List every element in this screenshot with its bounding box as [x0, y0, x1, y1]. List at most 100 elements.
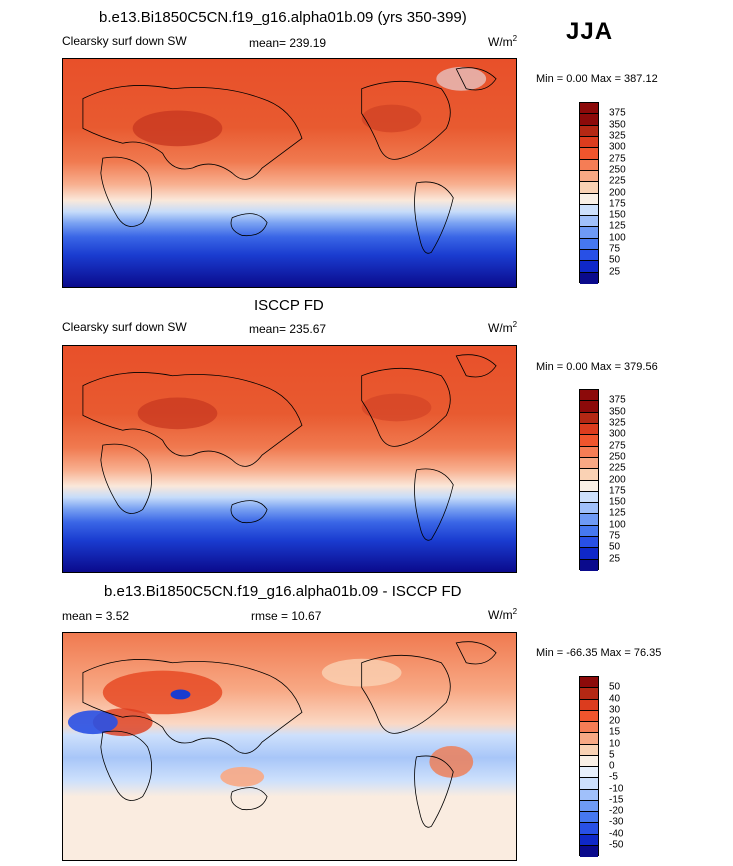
- colorbar-swatch: [580, 193, 598, 205]
- colorbar-tick-label: 150: [609, 209, 626, 221]
- panel-title: ISCCP FD: [254, 297, 324, 314]
- colorbar-tick-label: 25: [609, 266, 621, 278]
- colorbar-swatch: [580, 491, 598, 504]
- colorbar-swatch: [580, 812, 598, 824]
- panel-title: b.e13.Bi1850C5CN.f19_g16.alpha01b.09 (yr…: [99, 9, 467, 26]
- coastlines: [82, 354, 497, 541]
- colorbar-tick-label: 50: [609, 681, 621, 693]
- coastlines: [82, 67, 497, 254]
- colorbar-tick-label: -50: [609, 839, 624, 851]
- colorbar-swatch: [580, 103, 598, 115]
- field-background: [63, 59, 516, 287]
- colorbar-tick-label: -40: [609, 828, 624, 839]
- colorbar-tick-label: 325: [609, 130, 626, 142]
- colorbar-swatch: [580, 537, 598, 549]
- colorbar-swatch: [580, 412, 598, 424]
- peak-region: [137, 397, 218, 430]
- colorbar-swatch: [580, 114, 598, 126]
- colorbar-swatch: [580, 699, 598, 711]
- units-label: W/m2: [488, 34, 518, 49]
- colorbar-swatch: [580, 227, 598, 239]
- peak-region: [361, 104, 422, 133]
- colorbar-tick-label: 275: [609, 440, 626, 452]
- colorbar-swatch: [580, 125, 598, 137]
- colorbar-tick-label: 300: [609, 141, 626, 153]
- colorbar-swatch: [580, 480, 598, 492]
- colorbar-tick-label: 225: [609, 462, 626, 474]
- colorbar-tick-label: 250: [609, 451, 626, 463]
- colorbar-swatch: [580, 250, 598, 262]
- difference-map: [62, 632, 517, 861]
- colorbar-swatch: [580, 204, 598, 217]
- colorbar-tick-label: 250: [609, 164, 626, 176]
- colorbar-swatch: [580, 261, 598, 273]
- observation-map: [62, 345, 517, 573]
- colorbar-tick-label: 50: [609, 541, 621, 553]
- anomaly-negative: [67, 710, 118, 735]
- peak-region: [361, 393, 432, 422]
- colorbar-tick-label: 350: [609, 406, 626, 418]
- colorbar-tick-label: 30: [609, 704, 621, 716]
- anomaly-positive: [220, 766, 265, 787]
- colorbar-tick-label: 375: [609, 394, 626, 406]
- coastlines: [82, 641, 497, 828]
- minmax-label: Min = 0.00 Max = 379.56: [536, 361, 658, 373]
- colorbar-swatch: [580, 136, 598, 149]
- colorbar-tick-label: -15: [609, 794, 624, 806]
- season-label: JJA: [566, 18, 614, 45]
- colorbar-tick-label: 325: [609, 417, 626, 429]
- mean-label: mean= 239.19: [249, 36, 327, 50]
- colorbar-tick-label: 50: [609, 254, 621, 266]
- colorbar-swatch: [580, 272, 598, 284]
- colorbar-swatch: [580, 435, 598, 447]
- colorbar-tick-label: 175: [609, 198, 626, 210]
- mean-label: mean= 235.67: [249, 322, 327, 336]
- colorbar-swatch: [580, 238, 598, 251]
- colorbar: [579, 676, 599, 857]
- rmse-label: rmse = 10.67: [251, 609, 322, 623]
- colorbar: [579, 102, 599, 284]
- colorbar-swatch: [580, 525, 598, 538]
- colorbar-swatch: [580, 800, 598, 812]
- colorbar-tick-label: 20: [609, 715, 621, 727]
- colorbar-tick-label: -5: [609, 771, 618, 783]
- colorbar-tick-label: 75: [609, 530, 621, 542]
- peak-region: [132, 110, 223, 147]
- colorbar-tick-label: 75: [609, 243, 621, 255]
- colorbar-tick-label: 40: [609, 693, 621, 704]
- anomaly-positive: [429, 746, 474, 778]
- colorbar-swatch: [580, 677, 598, 689]
- colorbar-swatch: [580, 755, 598, 767]
- colorbar-swatch: [580, 446, 598, 458]
- panel-title: b.e13.Bi1850C5CN.f19_g16.alpha01b.09 - I…: [104, 583, 462, 600]
- colorbar-tick-label: 25: [609, 553, 621, 565]
- colorbar-tick-label: -20: [609, 805, 624, 817]
- variable-label: Clearsky surf down SW: [62, 34, 187, 48]
- colorbar-swatch: [580, 767, 598, 779]
- minmax-label: Min = 0.00 Max = 387.12: [536, 73, 658, 85]
- colorbar-tick-label: 5: [609, 749, 615, 761]
- colorbar-swatch: [580, 514, 598, 526]
- colorbar-tick-label: 200: [609, 474, 626, 485]
- units-label: W/m2: [488, 320, 518, 335]
- variable-label: Clearsky surf down SW: [62, 320, 187, 334]
- colorbar-swatch: [580, 457, 598, 470]
- colorbar-swatch: [580, 710, 598, 722]
- colorbar-tick-label: 350: [609, 119, 626, 131]
- colorbar-tick-label: 125: [609, 507, 626, 519]
- colorbar-swatch: [580, 548, 598, 560]
- anomaly-positive: [102, 670, 223, 715]
- colorbar-tick-label: 100: [609, 232, 626, 244]
- colorbar-swatch: [580, 216, 598, 228]
- colorbar-tick-label: 375: [609, 107, 626, 119]
- colorbar-tick-label: 0: [609, 760, 615, 772]
- colorbar-swatch: [580, 170, 598, 183]
- colorbar-swatch: [580, 390, 598, 402]
- mean-label: mean = 3.52: [62, 609, 130, 623]
- colorbar-tick-label: 100: [609, 519, 626, 531]
- colorbar-swatch: [580, 423, 598, 436]
- colorbar-tick-label: 200: [609, 187, 626, 198]
- colorbar-swatch: [580, 159, 598, 171]
- colorbar-swatch: [580, 182, 598, 194]
- colorbar-tick-label: 300: [609, 428, 626, 440]
